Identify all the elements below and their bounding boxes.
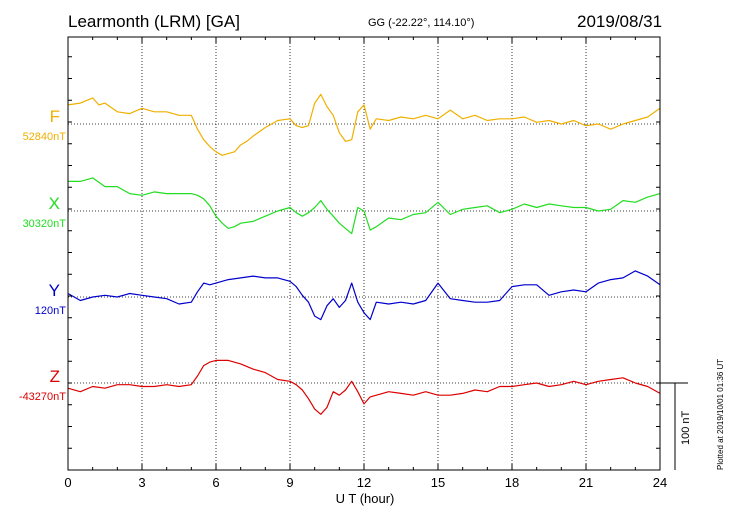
x-axis-label: U T (hour) [335,491,395,506]
component-label-z: Z [49,367,60,386]
baseline-label-x: 30320nT [22,218,66,230]
grid-layer [141,37,587,470]
observation-date: 2019/08/31 [577,12,663,31]
x-tick-label: 6 [212,475,219,490]
station-coordinates: GG (-22.22°, 114.10°) [368,17,475,29]
component-label-x: X [48,194,60,213]
baseline-label-f: 52840nT [22,131,66,143]
component-label-y: Y [48,281,60,300]
x-tick-label: 18 [505,475,519,490]
plotted-timestamp: Plotted at 2019/10/01 01:36 UT [716,358,725,470]
series-line-y [67,270,661,321]
x-tick-label: 9 [286,475,293,490]
x-tick-label: 12 [357,475,371,490]
series-line-x [68,177,661,235]
series-line-f [67,93,661,156]
x-tick-label: 0 [64,475,71,490]
x-tick-label: 15 [431,475,445,490]
x-tick-label: 24 [653,475,667,490]
series-layer [67,93,661,415]
baseline-label-z: -43270nT [18,391,66,403]
scale-bar [660,382,688,470]
station-title: Learmonth (LRM) [GA] [68,12,240,31]
x-tick-label: 21 [579,475,593,490]
baseline-label-y: 120nT [34,305,66,317]
component-label-f: F [49,107,60,126]
scale-bar-label: 100 nT [680,410,692,445]
x-tick-label: 3 [138,475,145,490]
tick-layer: 0 3 6 9 12 15 18 21 24 [64,37,667,490]
series-line-z [67,359,661,415]
